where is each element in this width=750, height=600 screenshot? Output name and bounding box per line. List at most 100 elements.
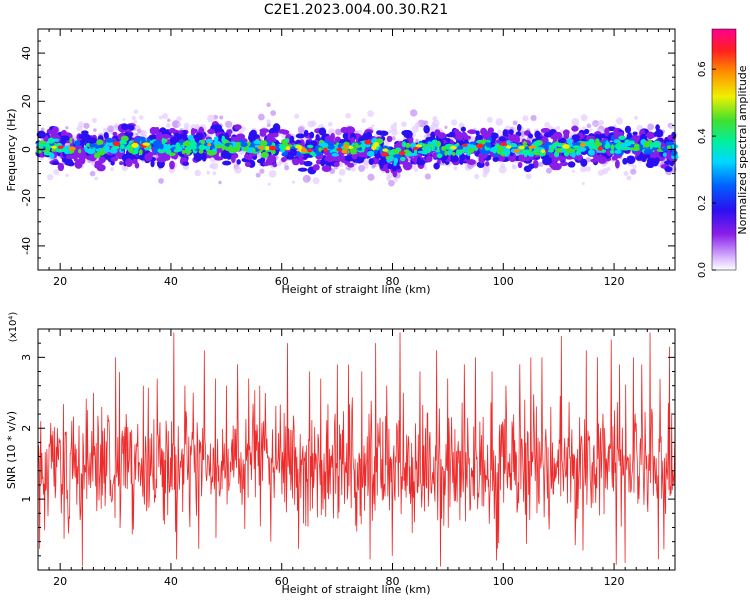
spectrogram-halo-point — [65, 126, 69, 130]
spectrogram-halo-point — [284, 165, 290, 171]
spectrogram-halo-point — [371, 124, 375, 128]
x-tick-label: 80 — [386, 575, 400, 588]
spectrogram-body-point — [193, 153, 203, 162]
spectrogram-peak-point — [294, 144, 303, 149]
x-tick-label: 40 — [164, 575, 178, 588]
spectrogram-core-point — [649, 142, 654, 149]
spectrogram-core-point — [270, 149, 276, 155]
spectrogram-halo-point — [121, 164, 129, 172]
x-tick-label: 120 — [604, 275, 625, 288]
spectrogram-peak-point — [265, 145, 270, 151]
spectrogram-body-point — [664, 160, 673, 165]
spectrogram-body-point — [290, 135, 295, 142]
spectrogram-peak-point — [382, 148, 389, 152]
spectrogram-halo-point — [432, 116, 438, 122]
spectrogram-halo-point — [345, 112, 351, 119]
spectrogram-body-point — [467, 159, 476, 166]
spectrogram-core-point — [479, 139, 487, 144]
spectrogram-core-point — [604, 143, 609, 150]
spectrogram-core-point — [563, 151, 570, 157]
spectrogram-core-point — [404, 142, 411, 148]
spectrogram-body-point — [498, 136, 507, 142]
snr-x-ticks: 20 40 60 80 100 120 — [37, 329, 670, 588]
spectrogram-core-point — [198, 144, 206, 151]
spectrogram-body-point — [646, 131, 655, 140]
spectrogram-halo-point — [350, 166, 357, 172]
x-tick-label: 100 — [493, 575, 514, 588]
spectrogram-core-point — [211, 149, 217, 153]
spectrogram-body-point — [571, 125, 579, 132]
spectrogram-body-point — [169, 160, 175, 170]
spectrogram-body-point — [632, 131, 638, 136]
spectrogram-halo-point — [530, 114, 537, 122]
spectrogram-core-point — [413, 149, 418, 154]
spectrogram-body-point — [459, 158, 464, 165]
spectrogram-body-point — [174, 132, 180, 138]
spectrogram-core-point — [492, 149, 497, 154]
spectrogram-body-point — [528, 163, 535, 170]
spectrogram-peak-point — [513, 149, 520, 153]
spectrogram-core-point — [633, 143, 640, 150]
spectrogram-halo-point — [511, 164, 516, 168]
spectrogram-core-point — [614, 149, 622, 154]
snr-multiplier-label: (x10⁴) — [8, 312, 19, 343]
spectrogram-body-point — [260, 157, 266, 163]
spectrogram-halo-point — [362, 160, 368, 166]
spectrogram-halo-point — [538, 161, 544, 167]
spectrogram-body-point — [652, 150, 661, 159]
snr-y-axis-label: SNR (10 * v/v) — [5, 411, 18, 489]
spectrogram-halo-point — [53, 169, 60, 176]
spectrogram-core-point — [556, 143, 564, 148]
spectrogram-halo-point — [210, 162, 219, 170]
spectrogram-core-point — [432, 139, 438, 144]
spectrogram-body-point — [460, 126, 466, 132]
spectrogram-halo-point — [294, 113, 300, 119]
spectrogram-body-point — [598, 134, 603, 141]
spectrogram-body-point — [487, 127, 495, 134]
colorbar-tick-label: 0.2 — [697, 195, 708, 211]
spectrogram-body-point — [448, 154, 459, 163]
spectrogram-core-point — [184, 146, 192, 151]
spectrogram-peak-point — [518, 145, 525, 150]
spectrogram-peak-point — [131, 142, 139, 148]
spectrogram-body-point — [401, 130, 412, 137]
spectrogram-body-point — [368, 158, 374, 166]
y-tick-label: 0 — [20, 146, 33, 153]
spectrogram-halo-point — [482, 165, 491, 174]
spectrogram-core-point — [417, 150, 427, 154]
spectrogram-body-point — [60, 135, 70, 142]
spectrogram-body-point — [259, 130, 267, 137]
spectrogram-halo-point — [240, 126, 246, 132]
spectrogram-halo-point — [259, 168, 265, 174]
spectrogram-body-point — [156, 156, 166, 163]
spectrogram-body-point — [502, 129, 508, 138]
spectrogram-halo-point — [579, 165, 587, 173]
spectrogram-core-point — [329, 149, 333, 153]
spectrogram-body-point — [75, 151, 85, 156]
spectrogram-core-point — [618, 135, 626, 140]
spectrogram-body-point — [614, 159, 620, 169]
spectrogram-peak-point — [476, 143, 484, 149]
spectrogram-halo-point — [40, 127, 45, 132]
spectrogram-peak-point — [51, 145, 57, 149]
spectrogram-halo-point — [606, 167, 611, 172]
spectrogram-core-point — [393, 154, 402, 159]
spectrogram-body-point — [363, 149, 369, 159]
spectrogram-halo-point — [388, 129, 392, 134]
spectrogram-peak-point — [562, 144, 570, 149]
spectrogram-core-point — [511, 144, 518, 148]
spectrogram-body-point — [190, 127, 196, 137]
spectrogram-halo-point — [102, 127, 109, 134]
spectrogram-peak-point — [207, 142, 212, 147]
y-tick-label: 3 — [20, 354, 33, 361]
spectrogram-body-point — [65, 154, 76, 160]
spectrogram-halo-point — [335, 129, 343, 136]
snr-panel: 20 40 60 80 100 120 1 2 3 (x10⁴) Height of stra… — [5, 312, 676, 596]
x-tick-label: 120 — [604, 575, 625, 588]
spectrogram-core-point — [665, 141, 675, 146]
spectrogram-halo-point — [571, 169, 575, 173]
spectrogram-body-point — [649, 157, 656, 165]
spectrogram-halo-point — [94, 176, 99, 181]
x-tick-label: 80 — [386, 275, 400, 288]
spectrogram-y-ticks: -40 -20 0 20 40 — [20, 28, 675, 271]
